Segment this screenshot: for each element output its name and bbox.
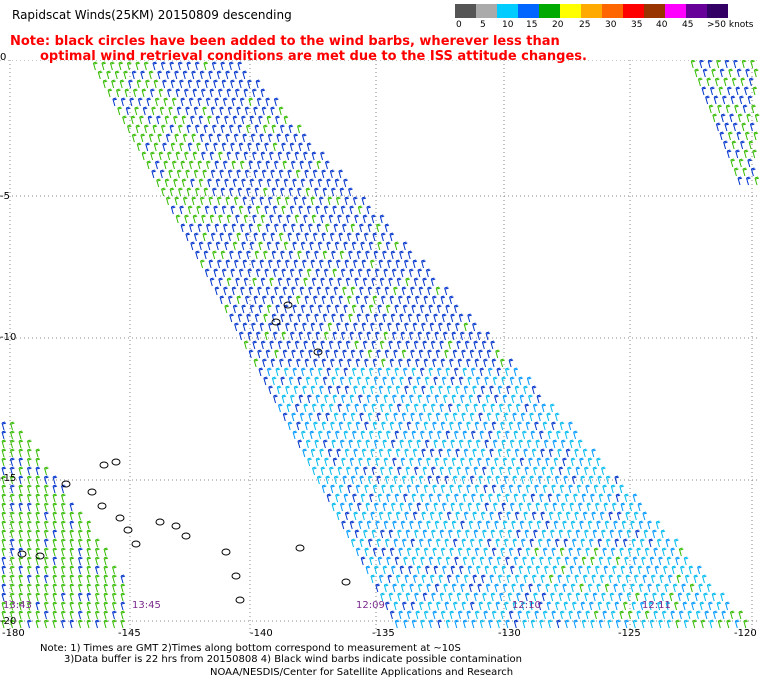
legend-label: 0 bbox=[456, 20, 462, 30]
legend-swatch bbox=[476, 4, 497, 18]
time-label: 13:43 bbox=[3, 600, 32, 611]
x-tick-label: -130 bbox=[498, 628, 521, 639]
legend-swatch bbox=[455, 4, 476, 18]
x-tick-label: -140 bbox=[250, 628, 273, 639]
x-tick-label: -125 bbox=[618, 628, 641, 639]
legend-label: 35 bbox=[631, 20, 643, 30]
time-label: 13:45 bbox=[132, 600, 161, 611]
y-tick-label: -5 bbox=[0, 191, 10, 202]
wind-swath-right bbox=[690, 60, 760, 186]
legend-swatch bbox=[623, 4, 644, 18]
legend-label: >50 knots bbox=[707, 20, 754, 30]
legend-swatch bbox=[560, 4, 581, 18]
legend-label: 20 bbox=[552, 20, 564, 30]
time-label: 12:09 bbox=[356, 600, 385, 611]
legend-swatch bbox=[665, 4, 686, 18]
legend-label: 5 bbox=[480, 20, 486, 30]
map-title: Rapidscat Winds(25KM) 20150809 descendin… bbox=[12, 8, 292, 22]
wind-swath-left bbox=[1, 421, 126, 629]
footnote-credit: NOAA/NESDIS/Center for Satellite Applica… bbox=[210, 667, 514, 678]
footnote-line-1: Note: 1) Times are GMT 2)Times along bot… bbox=[40, 643, 461, 654]
legend-label: 40 bbox=[656, 20, 668, 30]
note-line-1: Note: black circles have been added to t… bbox=[10, 34, 560, 49]
legend-swatch bbox=[686, 4, 707, 18]
y-tick-label: -20 bbox=[0, 616, 17, 627]
legend-swatch bbox=[518, 4, 539, 18]
legend-swatch bbox=[539, 4, 560, 18]
x-tick-label: -135 bbox=[372, 628, 395, 639]
color-legend: 0 5 10 15 20 25 30 35 40 45 >50 knots bbox=[455, 4, 760, 32]
x-tick-label: -145 bbox=[118, 628, 141, 639]
y-tick-label: 0 bbox=[0, 52, 7, 63]
legend-swatch bbox=[581, 4, 602, 18]
wind-swath-main bbox=[92, 61, 748, 629]
x-tick-label: -120 bbox=[734, 628, 757, 639]
y-tick-label: -15 bbox=[0, 473, 17, 484]
legend-label: 10 bbox=[502, 20, 514, 30]
legend-swatch bbox=[644, 4, 665, 18]
legend-swatch bbox=[707, 4, 728, 18]
legend-label: 25 bbox=[579, 20, 591, 30]
legend-label: 45 bbox=[682, 20, 694, 30]
y-tick-label: -10 bbox=[0, 332, 17, 343]
legend-swatch bbox=[497, 4, 518, 18]
legend-swatch bbox=[602, 4, 623, 18]
time-label: 12:10 bbox=[512, 600, 541, 611]
wind-map bbox=[0, 60, 760, 633]
x-tick-label: -180 bbox=[2, 628, 25, 639]
legend-label: 30 bbox=[605, 20, 617, 30]
lat-lon-grid bbox=[0, 60, 760, 633]
island-outlines bbox=[17, 301, 351, 604]
legend-labels: 0 5 10 15 20 25 30 35 40 45 >50 knots bbox=[455, 18, 760, 32]
time-label: 12:11 bbox=[642, 600, 671, 611]
footnote-line-2: 3)Data buffer is 22 hrs from 20150808 4)… bbox=[64, 654, 522, 665]
legend-color-bar bbox=[455, 4, 760, 18]
legend-label: 15 bbox=[526, 20, 538, 30]
